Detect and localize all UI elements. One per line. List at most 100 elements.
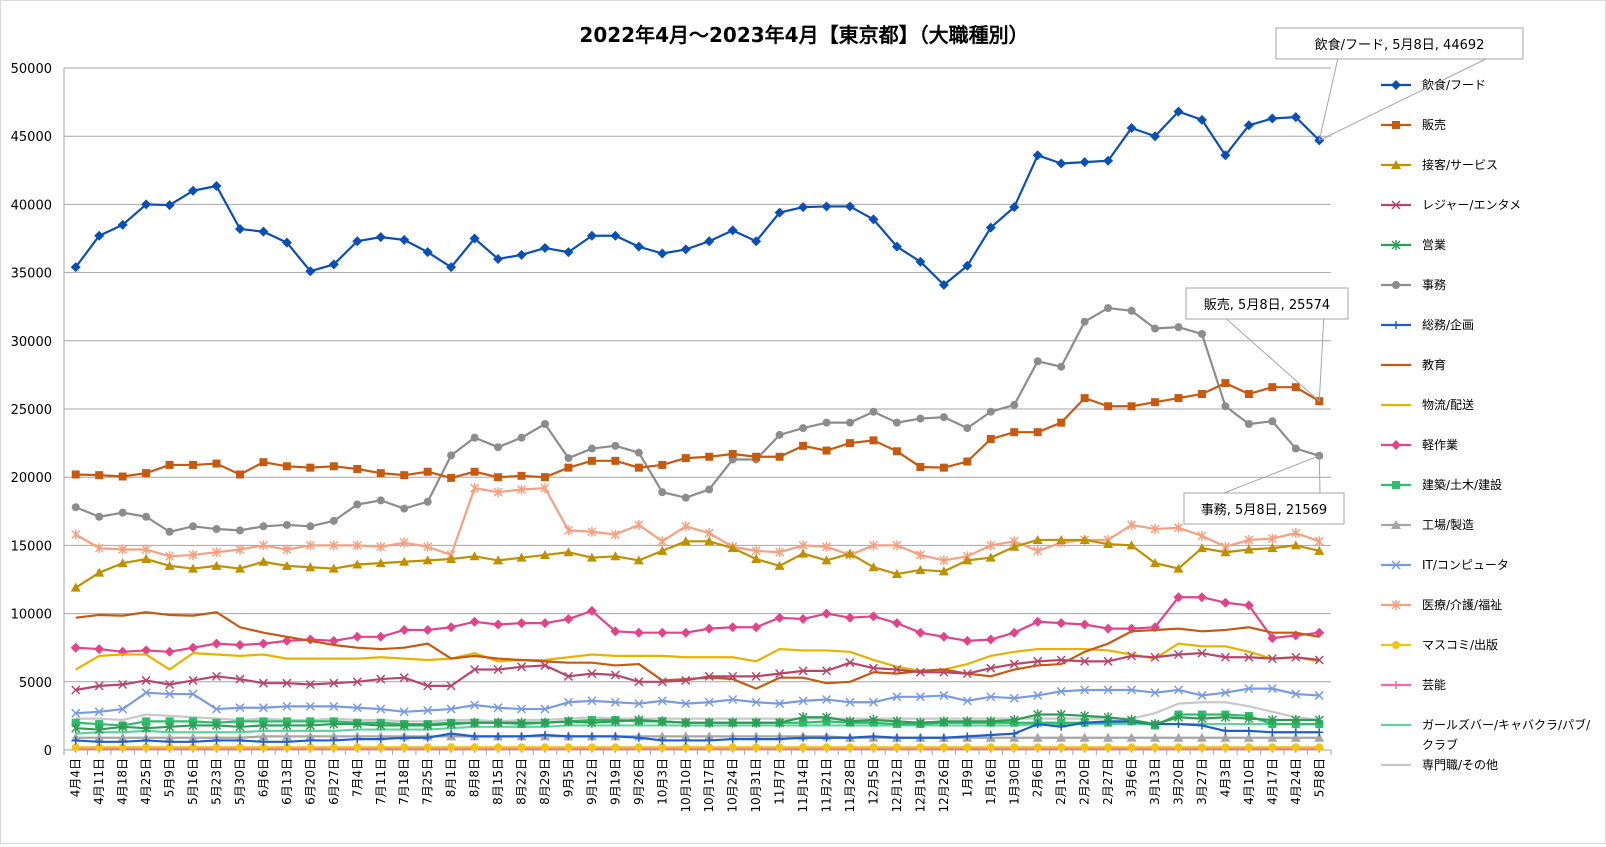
data-point	[188, 185, 199, 196]
data-point	[892, 743, 901, 752]
data-point	[563, 614, 574, 625]
data-point	[634, 733, 643, 742]
data-point	[1221, 726, 1230, 735]
data-point	[845, 716, 855, 727]
data-point	[774, 560, 785, 570]
data-point	[916, 414, 925, 423]
data-point	[798, 696, 808, 706]
data-point	[1197, 713, 1207, 724]
data-point	[329, 719, 339, 730]
data-point	[446, 554, 457, 564]
data-point	[188, 720, 198, 731]
y-tick-label: 0	[44, 744, 52, 759]
annotation-label: 飲食/フード, 5月8日, 44692	[1315, 37, 1485, 53]
data-point	[329, 736, 338, 745]
annotation-leader	[1226, 318, 1320, 402]
data-point	[1244, 684, 1254, 694]
data-point	[1391, 560, 1401, 570]
data-point	[1221, 402, 1230, 411]
data-point	[376, 496, 385, 505]
x-tick-label: 7月4日	[350, 758, 364, 797]
data-point	[1197, 690, 1207, 700]
series-9	[70, 592, 1325, 657]
data-point	[328, 731, 339, 741]
data-point	[587, 456, 596, 465]
data-point	[141, 723, 151, 734]
data-point	[1196, 543, 1207, 553]
series-0	[70, 106, 1325, 290]
series-13	[71, 483, 1324, 566]
data-point	[610, 626, 621, 637]
data-point	[938, 631, 949, 642]
data-point	[728, 717, 738, 728]
data-point	[71, 736, 80, 745]
data-point	[118, 743, 127, 752]
series-line	[75, 713, 1320, 731]
data-point	[846, 733, 855, 742]
data-point	[1127, 685, 1137, 695]
data-point	[258, 540, 268, 551]
data-point	[798, 614, 809, 625]
data-point	[94, 707, 104, 717]
data-point	[751, 236, 762, 247]
data-point	[470, 664, 480, 675]
data-point	[516, 662, 527, 672]
data-point	[939, 743, 948, 752]
data-point	[798, 548, 809, 558]
data-point	[1244, 420, 1253, 429]
legend-label: 建築/土木/建設	[1422, 477, 1502, 492]
data-point	[869, 436, 878, 445]
data-point	[1127, 402, 1136, 411]
data-point	[1268, 743, 1277, 752]
data-point	[235, 743, 244, 752]
data-point	[540, 730, 549, 739]
data-point	[352, 559, 363, 569]
data-point	[516, 249, 527, 260]
data-point	[1032, 534, 1043, 544]
data-point	[633, 627, 644, 638]
data-point	[1220, 688, 1230, 698]
legend-item: レジャー/エンタメ	[1381, 198, 1521, 212]
data-point	[1033, 690, 1043, 700]
annotation-leader	[1223, 455, 1320, 494]
data-point	[1197, 743, 1206, 752]
data-point	[1220, 652, 1230, 662]
data-point	[963, 424, 972, 433]
x-tick-label: 2月13日	[1054, 758, 1068, 805]
legend-item: 教育	[1381, 357, 1446, 372]
data-point	[1150, 732, 1161, 742]
x-tick-label: 8月15日	[491, 758, 505, 805]
annotation: 飲食/フード, 5月8日, 44692	[1275, 27, 1524, 141]
data-point	[188, 642, 199, 653]
data-point	[258, 720, 268, 731]
data-point	[234, 223, 245, 234]
x-tick-label: 9月26日	[632, 758, 646, 805]
data-point	[915, 549, 925, 560]
data-point	[1009, 714, 1019, 725]
x-tick-label: 7月25日	[421, 758, 435, 805]
data-point	[586, 552, 597, 562]
legend-label: 芸能	[1422, 678, 1446, 692]
data-point	[634, 677, 644, 687]
data-point	[1267, 684, 1277, 694]
data-point	[1057, 362, 1066, 371]
data-point	[1173, 522, 1184, 533]
annotation-box	[1185, 287, 1349, 320]
data-point	[869, 407, 878, 416]
data-point	[1033, 743, 1042, 752]
data-point	[517, 732, 526, 741]
data-point	[611, 456, 620, 465]
legend-item: 営業	[1381, 238, 1446, 252]
legend-label: 医療/介護/福祉	[1422, 597, 1502, 612]
y-tick-label: 10000	[11, 608, 52, 623]
data-point	[470, 433, 479, 442]
data-point	[634, 699, 644, 709]
data-point	[282, 720, 292, 731]
data-point	[399, 624, 410, 635]
data-point	[71, 708, 81, 718]
legend-label: ガールズバー/キャバクラ/パブ/クラブ	[1422, 717, 1591, 752]
data-point	[188, 689, 198, 699]
data-point	[71, 503, 80, 512]
data-point	[915, 564, 926, 574]
data-point	[1314, 627, 1325, 638]
